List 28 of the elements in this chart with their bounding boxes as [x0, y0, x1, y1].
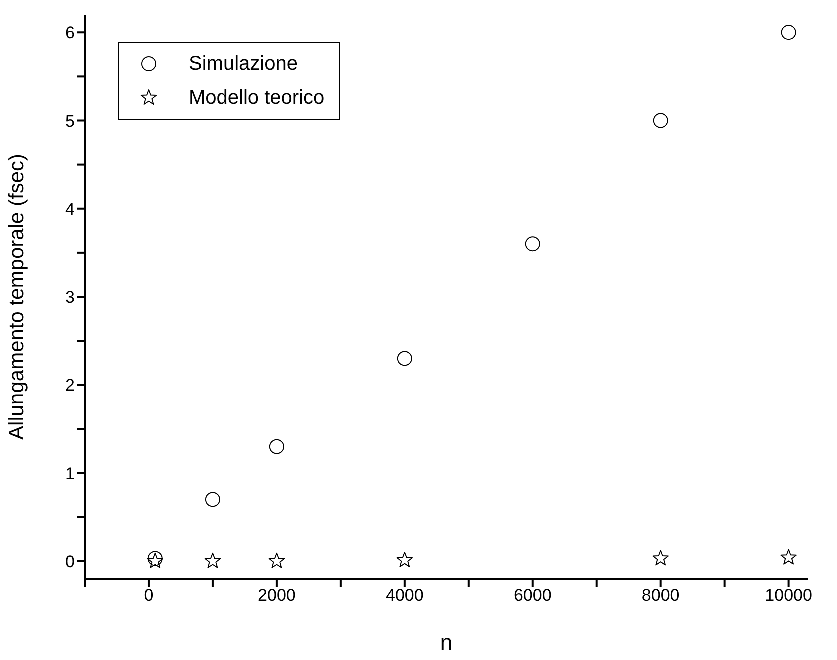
y-tick-label: 0	[66, 552, 75, 572]
x-tick-label: 10000	[765, 586, 812, 606]
y-tick-label: 3	[66, 288, 75, 308]
point	[269, 439, 284, 454]
x-tick-label: 4000	[386, 586, 424, 606]
y-tick-label: 1	[66, 464, 75, 484]
x-tick-label: 6000	[514, 586, 552, 606]
point	[780, 549, 797, 565]
point	[268, 552, 286, 568]
x-tick-label: 8000	[642, 586, 680, 606]
x-tick-label: 0	[144, 586, 154, 606]
y-tick-label: 2	[66, 376, 75, 396]
y-tick-label: 4	[66, 200, 75, 219]
y-axis-title: Allungamento temporale (fsec)	[5, 154, 28, 440]
y-tick-label: 6	[66, 24, 75, 43]
point	[653, 113, 668, 128]
y-tick-label: 5	[66, 112, 75, 131]
point	[397, 351, 412, 366]
legend-label: Modello teorico	[189, 86, 325, 110]
point	[652, 550, 669, 566]
point	[204, 552, 222, 568]
x-axis-title: n	[440, 630, 453, 655]
point	[205, 492, 220, 508]
legend-label: Simulazione	[189, 52, 298, 76]
point	[396, 552, 414, 568]
x-tick-label: 2000	[258, 586, 296, 606]
point	[525, 236, 540, 252]
point	[781, 25, 796, 40]
